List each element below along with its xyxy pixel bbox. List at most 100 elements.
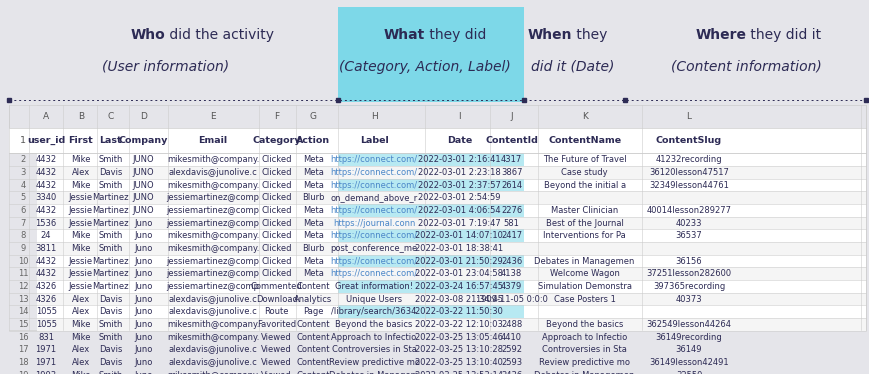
Text: Company: Company xyxy=(119,137,168,145)
Bar xyxy=(9,128,865,153)
Text: 40373: 40373 xyxy=(675,295,701,304)
Text: 1971: 1971 xyxy=(36,345,56,354)
Text: 1971: 1971 xyxy=(36,358,56,367)
Text: Juno: Juno xyxy=(134,358,153,367)
Text: 9: 9 xyxy=(20,244,26,253)
Text: Juno: Juno xyxy=(134,320,153,329)
Text: 4432: 4432 xyxy=(36,206,56,215)
Text: 36537: 36537 xyxy=(675,231,701,240)
Text: they: they xyxy=(572,28,607,42)
Text: Jessie: Jessie xyxy=(69,269,93,278)
Text: Smith: Smith xyxy=(98,244,123,253)
Text: Content: Content xyxy=(296,345,329,354)
Text: did the activity: did the activity xyxy=(165,28,274,42)
Text: Mike: Mike xyxy=(71,332,90,342)
Text: 2: 2 xyxy=(20,155,26,164)
Text: 7: 7 xyxy=(20,219,26,228)
Bar xyxy=(9,105,37,330)
Text: Email: Email xyxy=(198,137,228,145)
Text: 17: 17 xyxy=(17,345,29,354)
Text: Unique Users: Unique Users xyxy=(346,295,401,304)
Text: Martinez: Martinez xyxy=(92,269,129,278)
Text: Action: Action xyxy=(295,137,330,145)
Text: Great information!: Great information! xyxy=(335,282,413,291)
Text: 40014lesson289277: 40014lesson289277 xyxy=(646,206,731,215)
Text: Favorited: Favorited xyxy=(257,320,295,329)
Text: K: K xyxy=(581,112,587,121)
Text: Martinez: Martinez xyxy=(92,206,129,215)
Bar xyxy=(337,105,523,330)
Text: Clicked: Clicked xyxy=(261,219,292,228)
Text: Content: Content xyxy=(296,371,329,374)
Text: Last: Last xyxy=(99,137,122,145)
Text: Mike: Mike xyxy=(71,155,90,164)
Text: 4317: 4317 xyxy=(501,155,521,164)
Text: Smith: Smith xyxy=(98,181,123,190)
Text: Viewed: Viewed xyxy=(261,332,292,342)
Text: Approach to Infectio: Approach to Infectio xyxy=(331,332,416,342)
Text: Commented: Commented xyxy=(250,282,302,291)
Text: Martinez: Martinez xyxy=(92,282,129,291)
Text: 1909-11-05 0:0:0: 1909-11-05 0:0:0 xyxy=(475,295,547,304)
Text: JUNO: JUNO xyxy=(133,206,154,215)
Text: Viewed: Viewed xyxy=(261,358,292,367)
Text: D: D xyxy=(140,112,147,121)
Text: 2022-03-22 11:50:30: 2022-03-22 11:50:30 xyxy=(415,307,503,316)
Text: 4432: 4432 xyxy=(36,257,56,266)
Text: 3811: 3811 xyxy=(36,244,56,253)
Text: Debates in Managemen: Debates in Managemen xyxy=(534,257,634,266)
Text: Juno: Juno xyxy=(134,371,153,374)
Text: https://connect.com/: https://connect.com/ xyxy=(330,269,417,278)
Text: 4379: 4379 xyxy=(501,282,521,291)
Text: alexdavis@junolive.c: alexdavis@junolive.c xyxy=(169,295,257,304)
Text: J: J xyxy=(509,112,513,121)
Text: 1055: 1055 xyxy=(36,307,56,316)
Bar xyxy=(37,369,865,374)
Text: mikesmith@company.: mikesmith@company. xyxy=(167,332,259,342)
Text: alexdavis@junolive.c: alexdavis@junolive.c xyxy=(169,307,257,316)
Text: 362549lesson44264: 362549lesson44264 xyxy=(646,320,731,329)
Text: 2022-03-01 2:23:18: 2022-03-01 2:23:18 xyxy=(417,168,501,177)
Text: jessiemartinez@comp: jessiemartinez@comp xyxy=(167,269,259,278)
Text: First: First xyxy=(69,137,93,145)
Text: 2276: 2276 xyxy=(501,206,521,215)
Text: E: E xyxy=(210,112,216,121)
Text: Route: Route xyxy=(264,307,289,316)
Text: Beyond the initial a: Beyond the initial a xyxy=(543,181,625,190)
Text: Smith: Smith xyxy=(98,371,123,374)
Text: https://journal.conn: https://journal.conn xyxy=(333,219,415,228)
Text: Mike: Mike xyxy=(71,320,90,329)
Text: Download: Download xyxy=(255,295,297,304)
Text: 37251lesson282600: 37251lesson282600 xyxy=(646,269,731,278)
Text: Martinez: Martinez xyxy=(92,219,129,228)
Text: 4: 4 xyxy=(20,181,26,190)
Text: ContentSlug: ContentSlug xyxy=(655,137,721,145)
Text: Clicked: Clicked xyxy=(261,181,292,190)
Text: Juno: Juno xyxy=(134,269,153,278)
Text: Clicked: Clicked xyxy=(261,193,292,202)
Bar xyxy=(37,343,865,356)
Text: 2022-03-01 18:38:41: 2022-03-01 18:38:41 xyxy=(415,244,503,253)
Text: 2022-03-25 13:53:14: 2022-03-25 13:53:14 xyxy=(415,371,503,374)
Text: Smith: Smith xyxy=(98,332,123,342)
Text: Alex: Alex xyxy=(72,358,90,367)
Text: Viewed: Viewed xyxy=(261,371,292,374)
Text: Jessie: Jessie xyxy=(69,219,93,228)
Text: Juno: Juno xyxy=(134,295,153,304)
Text: post_conference_me: post_conference_me xyxy=(330,244,417,253)
Text: they did it: they did it xyxy=(746,28,820,42)
Text: Blurb: Blurb xyxy=(302,193,324,202)
Text: Debates in Managem: Debates in Managem xyxy=(328,371,419,374)
Text: Alex: Alex xyxy=(72,168,90,177)
Text: 2022-03-01 23:04:58: 2022-03-01 23:04:58 xyxy=(415,269,503,278)
Text: 2022-03-08 21:34:45: 2022-03-08 21:34:45 xyxy=(415,295,503,304)
Text: 16: 16 xyxy=(17,332,29,342)
Text: Case Posters 1: Case Posters 1 xyxy=(553,295,615,304)
Text: Clicked: Clicked xyxy=(261,168,292,177)
Text: Meta: Meta xyxy=(302,219,323,228)
Text: The Future of Travel: The Future of Travel xyxy=(542,155,626,164)
Text: Meta: Meta xyxy=(302,231,323,240)
Text: 41232recording: 41232recording xyxy=(655,155,721,164)
Text: Meta: Meta xyxy=(302,269,323,278)
Text: Davis: Davis xyxy=(99,307,122,316)
